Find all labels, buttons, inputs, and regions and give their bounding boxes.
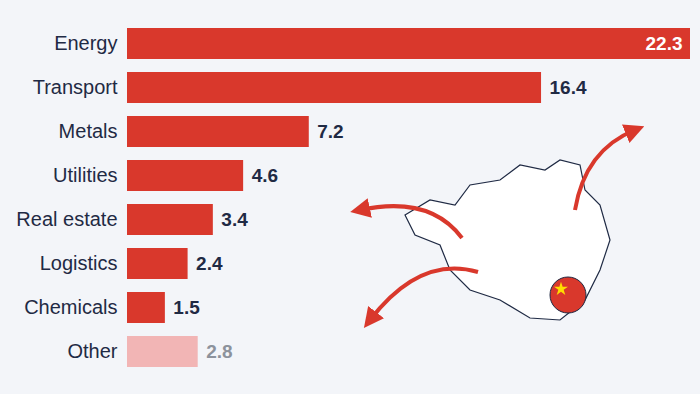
svg-text:Transport: Transport [33, 76, 118, 98]
svg-text:1.5: 1.5 [173, 297, 200, 318]
svg-text:7.2: 7.2 [317, 121, 343, 142]
svg-text:3.4: 3.4 [221, 209, 248, 230]
svg-text:Energy: Energy [54, 32, 117, 54]
svg-text:Real estate: Real estate [16, 208, 117, 230]
svg-text:2.8: 2.8 [206, 341, 232, 362]
svg-text:Utilities: Utilities [53, 164, 117, 186]
svg-text:22.3: 22.3 [646, 33, 683, 54]
svg-text:Chemicals: Chemicals [24, 296, 117, 318]
svg-text:Metals: Metals [59, 120, 118, 142]
svg-text:Other: Other [67, 340, 117, 362]
svg-text:4.6: 4.6 [252, 165, 278, 186]
svg-text:2.4: 2.4 [196, 253, 223, 274]
svg-text:16.4: 16.4 [550, 77, 587, 98]
svg-text:Logistics: Logistics [40, 252, 118, 274]
